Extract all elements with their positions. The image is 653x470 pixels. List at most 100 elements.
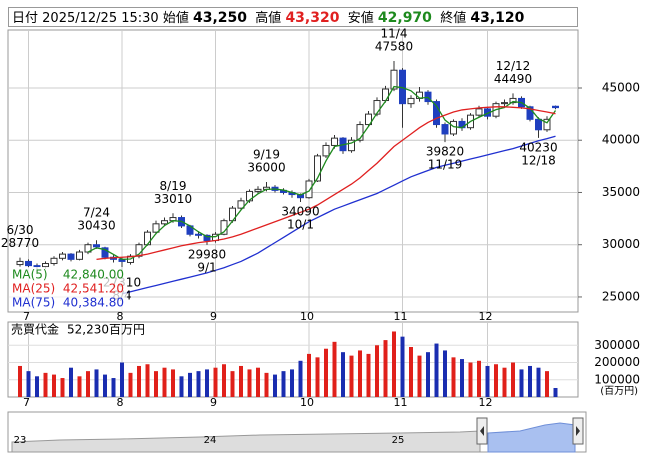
candle-body [93, 244, 100, 248]
volume-bar [519, 369, 524, 397]
volume-bar [434, 343, 439, 397]
annotation-value: 36000 [247, 161, 285, 175]
volume-bar [273, 374, 277, 397]
legend-value: 42,541.20 [63, 282, 124, 296]
volume-bar [400, 336, 405, 397]
volume-value: 52,230百万円 [67, 323, 145, 337]
volume-bar [511, 362, 515, 397]
volume-bar [43, 372, 48, 397]
x-tick-label: 7 [23, 396, 30, 409]
navigator-label: 24 [204, 435, 217, 446]
annotation-date: 11/4 [381, 27, 408, 41]
volume-bar [222, 364, 226, 397]
candle-body [501, 102, 508, 105]
y-tick-label: 45000 [602, 80, 640, 94]
volume-bar [128, 372, 133, 397]
legend-value: 42,840.00 [63, 268, 124, 282]
ma-line [121, 135, 556, 295]
volume-bar [494, 364, 498, 397]
navigator-selection [487, 422, 576, 453]
volume-bar [77, 376, 82, 397]
candle-body [322, 144, 330, 157]
volume-bar [332, 341, 337, 397]
candle-body [67, 253, 75, 260]
annotation-value: 30430 [77, 219, 115, 233]
legend-value: 40,384.80 [63, 296, 124, 310]
label: 始値 [162, 11, 189, 26]
volume-bar [69, 367, 73, 397]
volume-bar [460, 359, 464, 397]
volume-bar [502, 367, 507, 397]
annotation-date: 6/30 [7, 223, 34, 237]
candle-body [161, 220, 168, 225]
x-tick-label: 10 [300, 396, 314, 409]
annotation-value: 39820 [426, 145, 464, 159]
candle-body [152, 223, 160, 233]
low: 42,970 [377, 10, 432, 26]
volume-bar [103, 374, 107, 397]
volume-bar [264, 372, 269, 397]
open: 43,250 [192, 10, 248, 26]
label: 安値 [347, 11, 374, 26]
volume-bar [205, 369, 209, 397]
volume-bar [281, 371, 286, 397]
volume-bar [536, 367, 541, 397]
volume-bar [451, 357, 456, 397]
candle-body [390, 69, 398, 90]
volume-bar [188, 372, 192, 397]
candle-body [237, 200, 245, 209]
high: 43,320 [285, 10, 340, 26]
annotation-value: 33010 [154, 192, 192, 206]
volume-bar [553, 387, 558, 397]
volume-bar [86, 371, 90, 397]
candle-body [59, 253, 66, 259]
volume-bar [349, 355, 354, 397]
y-tick-label: 30000 [602, 237, 640, 251]
volume-bar [443, 350, 447, 397]
candle-body [33, 265, 41, 268]
x-tick-label: 8 [117, 396, 124, 409]
volume-bar [477, 360, 481, 397]
annotation-value: 34090 [281, 204, 319, 218]
volume-bar [120, 362, 124, 397]
annotation-date: 8/19 [160, 179, 187, 193]
x-tick-label: 9 [210, 310, 217, 323]
candle-body [509, 97, 517, 104]
navigator-label: 25 [392, 435, 405, 446]
candle-body [331, 137, 338, 146]
volume-bar [392, 331, 396, 397]
label: 終値 [440, 11, 467, 26]
candle-body [144, 231, 151, 246]
volume-bar [366, 353, 371, 397]
candle-body [314, 155, 321, 182]
candle-body [356, 124, 364, 141]
price-panel [7, 29, 579, 313]
volume-bar [545, 371, 549, 397]
volume-bar [60, 378, 65, 397]
volume-bar [137, 365, 141, 397]
candle-body [407, 97, 415, 105]
candle-body [475, 108, 483, 116]
x-tick-label: 12 [479, 396, 493, 409]
volume-bar [35, 376, 39, 397]
volume-bar [52, 374, 56, 397]
annotation-date: 9/1 [197, 260, 216, 274]
volume-bar [171, 369, 175, 397]
y-tick-label: 35000 [602, 185, 640, 199]
volume-bar [154, 371, 158, 397]
navigator-label: 23 [14, 435, 27, 446]
volume-bar [94, 369, 99, 397]
ma-line [96, 106, 556, 260]
y-tick-label: 40000 [602, 133, 640, 147]
annotation-value: 29980 [188, 247, 226, 261]
x-tick-label: 8 [117, 310, 124, 323]
annotation-date: 7/24 [83, 206, 110, 220]
ma-line [87, 85, 557, 260]
volume-bar [26, 371, 31, 397]
volume-bar [315, 357, 320, 397]
annotation-value: 47580 [375, 40, 413, 54]
legend-name: MA(75) [12, 296, 55, 310]
legend-name: MA(5) [12, 268, 48, 282]
x-tick-label: 12 [479, 310, 493, 323]
